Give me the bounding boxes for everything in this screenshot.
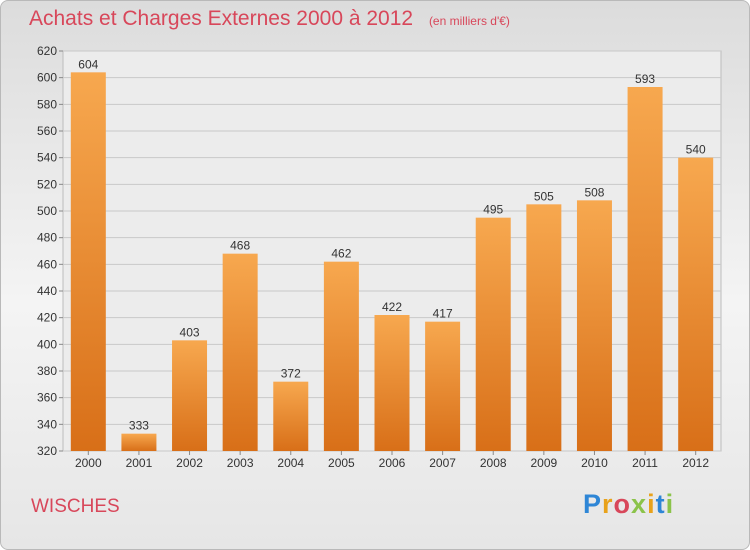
y-tick-label: 320: [37, 444, 57, 458]
bar: [374, 315, 410, 451]
y-tick-label: 580: [37, 97, 57, 111]
y-tick-label: 500: [37, 204, 57, 218]
chart-title: Achats et Charges Externes 2000 à 2012 (…: [29, 7, 510, 31]
bar: [576, 200, 612, 451]
bar: [273, 381, 309, 451]
data-label: 372: [281, 367, 301, 381]
bar: [425, 321, 461, 451]
data-label: 417: [433, 307, 453, 321]
bar: [70, 72, 106, 451]
proxiti-logo: Proxiti: [583, 489, 675, 519]
data-label: 403: [180, 325, 200, 339]
bar: [678, 157, 714, 451]
x-tick-label: 2000: [75, 456, 102, 470]
x-tick-label: 2011: [632, 456, 658, 470]
x-tick-label: 2001: [126, 456, 153, 470]
y-tick-label: 460: [37, 257, 57, 271]
data-label: 604: [78, 57, 98, 71]
data-label: 505: [534, 189, 554, 203]
y-tick-label: 440: [37, 284, 57, 298]
bar: [526, 204, 562, 451]
data-label: 462: [331, 247, 351, 261]
data-label: 468: [230, 239, 250, 253]
bar: [172, 340, 208, 451]
x-tick-label: 2005: [328, 456, 355, 470]
y-tick-label: 480: [37, 231, 57, 245]
y-tick-label: 360: [37, 391, 57, 405]
data-label: 495: [483, 203, 503, 217]
x-tick-label: 2004: [277, 456, 304, 470]
y-tick-label: 520: [37, 177, 57, 191]
y-tick-label: 380: [37, 364, 57, 378]
x-tick-label: 2009: [530, 456, 557, 470]
y-tick-label: 620: [37, 44, 57, 58]
x-tick-label: 2008: [480, 456, 507, 470]
x-tick-label: 2006: [379, 456, 406, 470]
data-label: 593: [635, 72, 655, 86]
data-label: 422: [382, 300, 402, 314]
x-tick-label: 2002: [176, 456, 203, 470]
x-tick-label: 2012: [682, 456, 709, 470]
commune-name: WISCHES: [31, 496, 120, 517]
y-tick-label: 600: [37, 71, 57, 85]
chart-subtitle: (en milliers d'€): [428, 14, 510, 28]
x-tick-label: 2003: [227, 456, 254, 470]
data-label: 333: [129, 419, 149, 433]
bar: [222, 253, 258, 451]
x-tick-label: 2010: [581, 456, 608, 470]
bar: [323, 261, 359, 451]
y-tick-label: 560: [37, 124, 57, 138]
y-tick-label: 340: [37, 417, 57, 431]
data-label: 540: [686, 143, 706, 157]
bar: [475, 217, 511, 451]
chart-title-text: Achats et Charges Externes 2000 à 2012: [29, 7, 414, 30]
data-label: 508: [584, 185, 604, 199]
y-tick-label: 420: [37, 311, 57, 325]
y-tick-label: 540: [37, 151, 57, 165]
bar: [627, 87, 663, 451]
x-tick-label: 2007: [429, 456, 456, 470]
y-tick-label: 400: [37, 337, 57, 351]
bar: [121, 433, 157, 451]
